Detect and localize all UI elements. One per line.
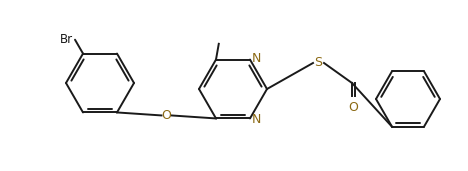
Text: Br: Br: [60, 33, 73, 46]
Text: N: N: [252, 113, 261, 126]
Text: O: O: [349, 101, 358, 114]
Text: N: N: [252, 52, 261, 65]
Text: O: O: [161, 109, 171, 122]
Text: S: S: [314, 56, 322, 69]
